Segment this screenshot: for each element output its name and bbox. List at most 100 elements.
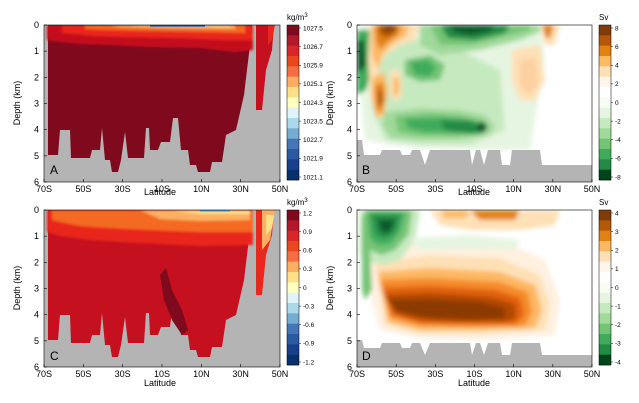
colorbar-swatch (599, 210, 611, 221)
y-tick-label: 0 (347, 20, 352, 30)
y-tick-label: 2 (34, 72, 39, 82)
colorbar-swatch (599, 282, 611, 293)
panel-a-interior (48, 25, 252, 172)
y-tick-label: 0 (347, 205, 352, 215)
colorbar-swatch (599, 334, 611, 345)
x-tick-label: 30N (545, 184, 562, 194)
y-tick-label: 3 (347, 284, 352, 294)
colorbar-tick-label: 8 (615, 25, 619, 32)
panel-a-xlabel: Latitude (144, 187, 176, 197)
colorbar-swatch (599, 159, 611, 170)
y-tick-label: 2 (347, 257, 352, 267)
colorbar-swatch (599, 251, 611, 262)
y-tick-label: 4 (34, 310, 39, 320)
colorbar-tick-label: 1023.5 (303, 118, 323, 125)
colorbar-swatch (599, 45, 611, 57)
y-tick-label: 4 (34, 125, 39, 135)
panel-d-label: D (362, 349, 371, 363)
panel-b-xlabel: Latitude (458, 187, 490, 197)
colorbar-tick-label: 1021.1 (303, 174, 323, 181)
colorbar-tick-label: -1 (615, 303, 621, 310)
panel-d-ticks: 70S 50S 30S 10S 10N 30N 50N 0 1 2 3 4 5 6 (347, 205, 600, 379)
colorbar-tick-label: 1.2 (303, 210, 312, 217)
colorbar-swatch (287, 282, 299, 293)
y-tick-label: 5 (34, 336, 39, 346)
colorbar-swatch (287, 76, 299, 88)
x-tick-label: 10N (505, 369, 522, 379)
panel-c-colorbar: 1.2 0.9 0.6 0.3 0 -0.3 -0.6 -0.9 -1.2 (286, 209, 315, 366)
colorbar-tick-label: 1025.9 (303, 63, 323, 70)
colorbar-swatch (599, 272, 611, 283)
colorbar-swatch (599, 241, 611, 252)
panel-c-xlabel: Latitude (144, 378, 176, 388)
colorbar-tick-label: 1025.1 (303, 81, 323, 88)
colorbar-tick-label: 2 (615, 81, 619, 88)
colorbar-tick-label: -4 (615, 137, 621, 144)
colorbar-tick-label: 0.6 (303, 248, 312, 255)
colorbar-tick-label: 0.9 (303, 229, 312, 236)
colorbar-swatch (287, 169, 299, 181)
panel-c-label: C (50, 349, 59, 363)
panel-b-ticks: 70S 50S 30S 10S 10N 30N 50N 0 1 2 3 4 5 6 (347, 20, 600, 194)
colorbar-swatch (599, 292, 611, 304)
colorbar-swatch (599, 138, 611, 150)
colorbar-tick-label: 3 (615, 229, 619, 236)
colorbar-tick-label: -3 (615, 341, 621, 348)
panel-c-field (44, 210, 280, 367)
colorbar-swatch (287, 138, 299, 150)
colorbar-swatch (599, 35, 611, 46)
x-tick-label: 10S (154, 184, 170, 194)
panel-a-ylabel: Depth (km) (12, 81, 22, 126)
colorbar-tick-label: 1021.9 (303, 156, 323, 163)
panel-c-upper-layers (47, 210, 253, 246)
x-tick-label: 50N (584, 369, 601, 379)
y-tick-label: 3 (34, 99, 39, 109)
panel-d-streamfunction (360, 210, 560, 340)
colorbar-swatch (599, 354, 611, 366)
panel-a-ticks: 70S 50S 30S 10S 10N 30N 50N 0 1 2 3 4 5 6 (34, 20, 288, 194)
x-tick-label: 10S (466, 184, 482, 194)
y-tick-label: 2 (347, 72, 352, 82)
panel-b-colorbar-unit: Sv (599, 13, 608, 22)
colorbar-tick-label: 0 (303, 285, 307, 292)
panel-d-colorbar-unit: Sv (599, 198, 608, 207)
colorbar-swatch (287, 261, 299, 273)
colorbar-swatch (287, 149, 299, 160)
panel-a-field (44, 25, 280, 182)
y-tick-label: 2 (34, 257, 39, 267)
y-tick-label: 3 (34, 284, 39, 294)
panel-b-streamfunction (357, 25, 560, 150)
colorbar-swatch (287, 251, 299, 262)
y-tick-label: 5 (34, 151, 39, 161)
colorbar-tick-label: 6 (615, 44, 619, 51)
colorbar-swatch (599, 107, 611, 119)
x-tick-label: 30N (545, 369, 562, 379)
colorbar-tick-label: -0.3 (303, 303, 315, 310)
colorbar-swatch (287, 210, 299, 221)
colorbar-swatch (287, 87, 299, 98)
y-tick-label: 3 (347, 99, 352, 109)
y-tick-label: 1 (347, 231, 352, 241)
panel-b-colorbar: 8 6 4 2 0 -2 -4 -6 -8 (598, 24, 621, 181)
colorbar-tick-label: 4 (615, 210, 619, 217)
y-tick-label: 1 (34, 231, 39, 241)
colorbar-swatch (287, 128, 299, 139)
colorbar-swatch (599, 25, 611, 36)
panel-a-north-strip (256, 25, 274, 110)
colorbar-tick-label: -0.6 (303, 322, 315, 329)
x-tick-label: 70S (36, 184, 52, 194)
colorbar-tick-label: -4 (615, 359, 621, 366)
y-tick-label: 1 (347, 46, 352, 56)
x-tick-label: 30S (115, 184, 131, 194)
colorbar-tick-label: 0.3 (303, 266, 312, 273)
y-tick-label: 5 (347, 336, 352, 346)
colorbar-swatch (599, 230, 611, 242)
colorbar-swatch (599, 149, 611, 160)
x-tick-label: 30S (427, 369, 443, 379)
x-tick-label: 10N (193, 184, 210, 194)
panel-c-colorbar-unit: kg/m3 (287, 198, 308, 207)
